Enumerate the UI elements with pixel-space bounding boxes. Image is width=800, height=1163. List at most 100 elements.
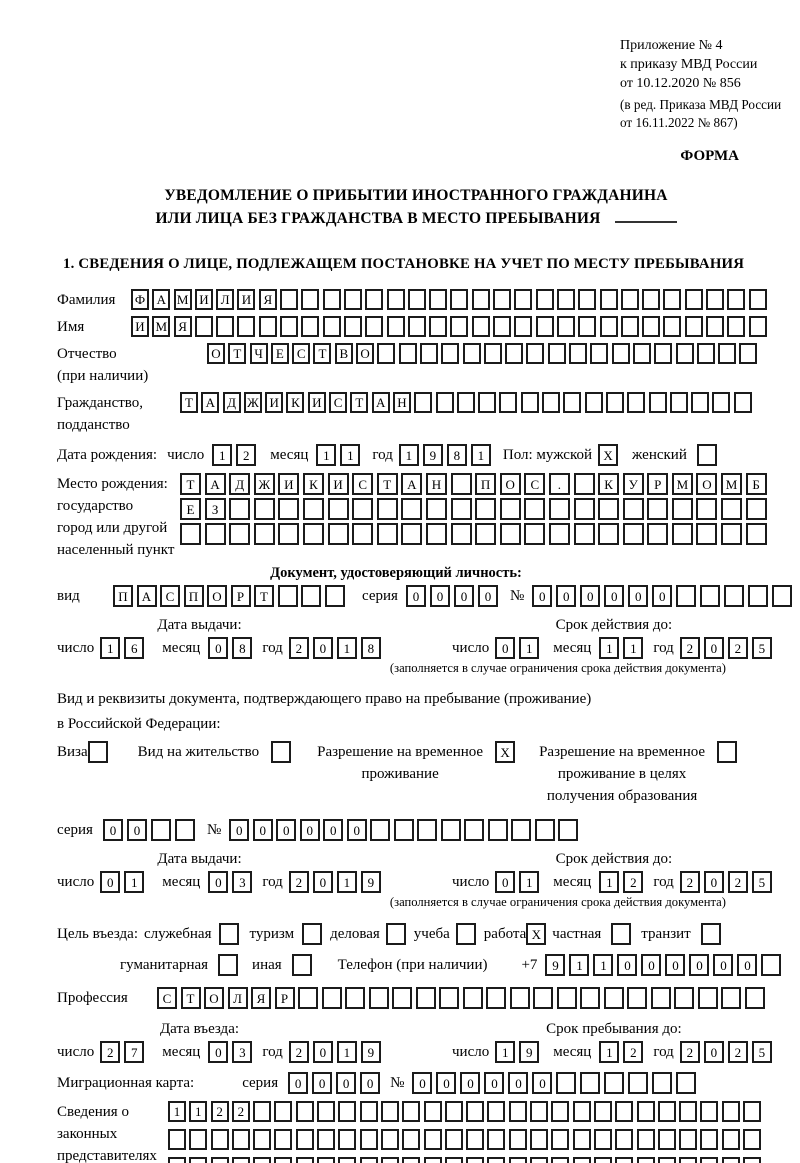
char-box[interactable] xyxy=(493,316,512,337)
char-box[interactable]: 1 xyxy=(340,444,361,466)
char-box[interactable] xyxy=(345,987,365,1009)
char-box[interactable] xyxy=(295,1129,314,1150)
char-box[interactable]: 2 xyxy=(236,444,257,466)
char-box[interactable] xyxy=(302,498,324,520)
char-box[interactable]: 0 xyxy=(713,954,734,976)
char-box[interactable] xyxy=(511,819,532,841)
char-box[interactable] xyxy=(556,1072,577,1094)
char-box[interactable] xyxy=(216,316,235,337)
char-box[interactable] xyxy=(530,1101,549,1122)
char-box[interactable] xyxy=(441,343,460,364)
char-box[interactable]: И xyxy=(278,473,300,495)
char-box[interactable]: 0 xyxy=(412,1072,433,1094)
char-box[interactable] xyxy=(636,1101,655,1122)
char-box[interactable] xyxy=(745,498,767,520)
char-box[interactable] xyxy=(370,819,391,841)
char-box[interactable]: 0 xyxy=(100,871,121,893)
char-box[interactable] xyxy=(455,923,476,945)
char-box[interactable] xyxy=(580,1072,601,1094)
char-box[interactable]: И xyxy=(307,392,326,413)
char-box[interactable] xyxy=(380,1101,399,1122)
char-box[interactable] xyxy=(301,289,320,310)
char-box[interactable] xyxy=(466,1129,485,1150)
char-box[interactable]: 2 xyxy=(100,1041,121,1063)
char-box[interactable] xyxy=(295,1157,314,1163)
char-box[interactable]: 0 xyxy=(436,1072,457,1094)
char-box[interactable]: 0 xyxy=(208,1041,229,1063)
char-box[interactable]: 0 xyxy=(453,585,474,607)
char-box[interactable]: 0 xyxy=(556,585,577,607)
char-box[interactable] xyxy=(368,987,389,1009)
char-box[interactable] xyxy=(700,1101,719,1122)
char-box[interactable] xyxy=(450,523,472,545)
char-box[interactable]: О xyxy=(204,987,224,1009)
char-box[interactable] xyxy=(317,1101,336,1122)
char-box[interactable] xyxy=(505,343,524,364)
char-box[interactable]: 0 xyxy=(617,954,638,976)
char-box[interactable] xyxy=(684,289,703,310)
char-box[interactable]: Т xyxy=(376,473,398,495)
char-box[interactable] xyxy=(237,316,256,337)
char-box[interactable]: Л xyxy=(227,987,248,1009)
char-box[interactable]: Р xyxy=(230,585,251,607)
char-box[interactable] xyxy=(471,289,490,310)
char-box[interactable]: 0 xyxy=(580,585,601,607)
char-box[interactable]: П xyxy=(113,585,133,607)
char-box[interactable] xyxy=(407,316,426,337)
char-box[interactable]: Ж xyxy=(243,392,262,413)
char-box[interactable] xyxy=(748,289,767,310)
char-box[interactable]: Н xyxy=(392,392,411,413)
char-box[interactable]: К xyxy=(598,473,620,495)
char-box[interactable] xyxy=(393,819,414,841)
char-box[interactable]: Т xyxy=(350,392,369,413)
char-box[interactable]: Д xyxy=(229,473,251,495)
char-box[interactable] xyxy=(727,289,746,310)
char-box[interactable] xyxy=(593,1129,612,1150)
char-box[interactable]: 2 xyxy=(727,871,748,893)
char-box[interactable] xyxy=(456,392,475,413)
char-box[interactable]: 0 xyxy=(689,954,710,976)
char-box[interactable]: Я xyxy=(173,316,192,337)
char-box[interactable] xyxy=(231,1157,250,1163)
char-box[interactable] xyxy=(425,498,447,520)
char-box[interactable] xyxy=(578,316,597,337)
char-box[interactable]: 2 xyxy=(623,1041,644,1063)
char-box[interactable] xyxy=(508,1101,527,1122)
char-box[interactable]: М xyxy=(152,316,171,337)
char-box[interactable] xyxy=(359,1129,378,1150)
char-box[interactable]: 8 xyxy=(232,637,253,659)
char-box[interactable]: А xyxy=(204,473,226,495)
char-box[interactable] xyxy=(676,1072,697,1094)
char-box[interactable] xyxy=(450,316,469,337)
char-box[interactable] xyxy=(671,498,693,520)
char-box[interactable]: 1 xyxy=(470,444,491,466)
char-box[interactable] xyxy=(327,498,349,520)
char-box[interactable] xyxy=(189,1129,208,1150)
char-box[interactable] xyxy=(462,343,481,364)
char-box[interactable] xyxy=(493,289,512,310)
char-box[interactable] xyxy=(712,392,731,413)
char-box[interactable] xyxy=(415,987,436,1009)
char-box[interactable] xyxy=(572,1101,591,1122)
char-box[interactable]: 9 xyxy=(360,871,381,893)
char-box[interactable] xyxy=(727,316,746,337)
char-box[interactable] xyxy=(194,316,213,337)
char-box[interactable]: Т xyxy=(228,343,247,364)
char-box[interactable] xyxy=(174,819,195,841)
char-box[interactable]: 1 xyxy=(336,637,357,659)
char-box[interactable]: 2 xyxy=(288,871,309,893)
char-box[interactable] xyxy=(338,1101,357,1122)
char-box[interactable] xyxy=(548,523,570,545)
char-box[interactable] xyxy=(721,498,743,520)
char-box[interactable] xyxy=(620,316,639,337)
char-box[interactable]: 0 xyxy=(508,1072,529,1094)
char-box[interactable]: П xyxy=(183,585,204,607)
char-box[interactable] xyxy=(429,289,448,310)
char-box[interactable]: 0 xyxy=(628,585,649,607)
char-box[interactable] xyxy=(622,498,644,520)
char-box[interactable] xyxy=(547,343,566,364)
char-box[interactable] xyxy=(439,987,459,1009)
char-box[interactable] xyxy=(535,316,554,337)
char-box[interactable] xyxy=(253,1101,272,1122)
char-box[interactable] xyxy=(530,1157,549,1163)
